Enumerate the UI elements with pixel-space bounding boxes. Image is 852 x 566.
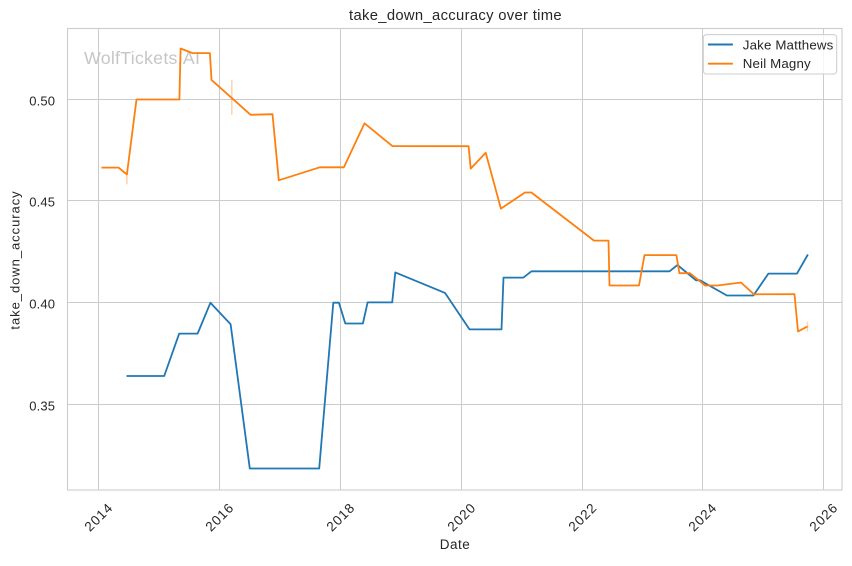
svg-text:WolfTickets.AI: WolfTickets.AI bbox=[84, 48, 200, 68]
svg-text:0.35: 0.35 bbox=[29, 399, 55, 414]
svg-text:Jake Matthews: Jake Matthews bbox=[743, 37, 834, 52]
svg-text:0.45: 0.45 bbox=[29, 195, 55, 210]
svg-text:take_down_accuracy over time: take_down_accuracy over time bbox=[349, 8, 562, 24]
svg-text:Date: Date bbox=[440, 537, 471, 552]
svg-text:Neil Magny: Neil Magny bbox=[743, 56, 811, 71]
svg-text:0.40: 0.40 bbox=[29, 297, 55, 312]
svg-text:take_down_accuracy: take_down_accuracy bbox=[8, 190, 23, 329]
svg-text:0.50: 0.50 bbox=[29, 94, 55, 109]
